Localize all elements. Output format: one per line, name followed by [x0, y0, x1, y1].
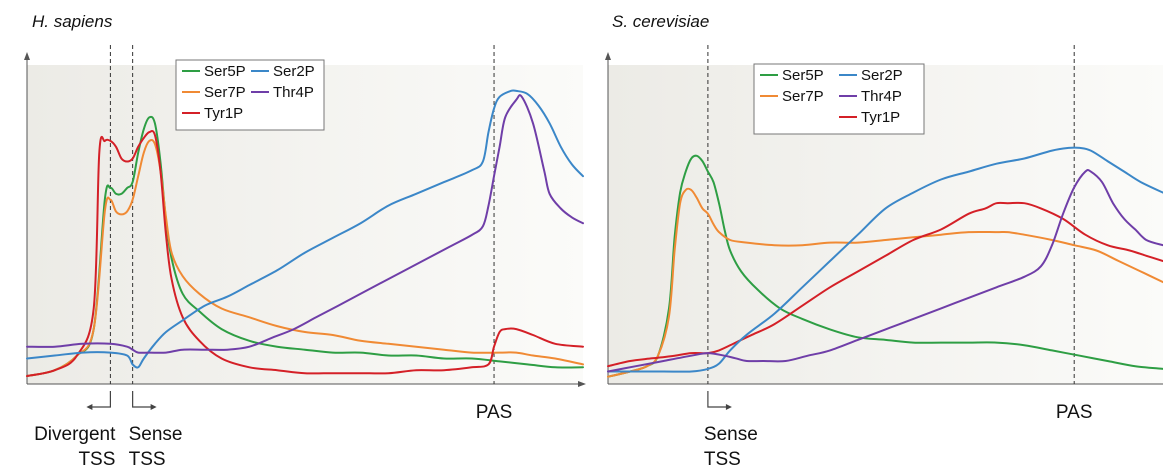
legend-label-ser5p: Ser5P	[782, 67, 824, 84]
series-lines	[26, 89, 584, 378]
marker-label: PAS	[1056, 402, 1093, 423]
legend: Ser5P Ser2P Ser7P Thr4P Tyr1P	[175, 59, 325, 131]
marker-label: Divergent TSS	[34, 424, 116, 470]
marker-label: Sense TSS	[704, 424, 758, 470]
marker-arrow	[132, 391, 157, 410]
marker-arrow	[707, 391, 732, 410]
panel-s-cerevisiae: S. cerevisiae Sense TSS PAS Ser5P Ser2P Ser7…	[605, 12, 1163, 470]
series-lines	[607, 146, 1163, 378]
legend-label-thr4p: Thr4P	[273, 84, 314, 101]
series-line-tyr1p	[26, 130, 584, 378]
marker-label: Sense TSS	[129, 424, 183, 470]
legend-label-ser7p: Ser7P	[204, 84, 246, 101]
marker-arrow	[86, 391, 111, 410]
panel-title: H. sapiens	[32, 12, 113, 31]
legend-label-ser2p: Ser2P	[273, 63, 315, 80]
series-line-thr4p	[607, 168, 1163, 373]
series-line-ser2p	[607, 146, 1163, 373]
legend: Ser5P Ser2P Ser7P Thr4P Tyr1P	[753, 63, 925, 135]
legend-label-ser2p: Ser2P	[861, 67, 903, 84]
series-line-ser5p	[26, 115, 584, 378]
y-axis-arrowhead	[24, 52, 30, 60]
panel-title: S. cerevisiae	[612, 12, 709, 31]
series-line-ser7p	[26, 138, 584, 378]
legend-label-ser7p: Ser7P	[782, 88, 824, 105]
series-line-ser7p	[607, 187, 1163, 378]
legend-label-thr4p: Thr4P	[861, 88, 902, 105]
marker-label: PAS	[476, 402, 513, 423]
markers: Divergent TSS Sense TSS PAS	[34, 45, 512, 470]
legend-box	[175, 59, 325, 131]
x-axis-arrowhead	[578, 381, 586, 387]
panel-h-sapiens: H. sapiens Divergent TSS Sense TSS PAS Ser5P…	[24, 12, 586, 470]
series-line-thr4p	[26, 94, 584, 354]
legend-label-ser5p: Ser5P	[204, 63, 246, 80]
legend-label-tyr1p: Tyr1P	[204, 105, 243, 122]
y-axis-arrowhead	[605, 52, 611, 60]
series-line-ser2p	[26, 89, 584, 369]
series-line-ser5p	[607, 154, 1163, 378]
legend-label-tyr1p: Tyr1P	[861, 109, 900, 126]
